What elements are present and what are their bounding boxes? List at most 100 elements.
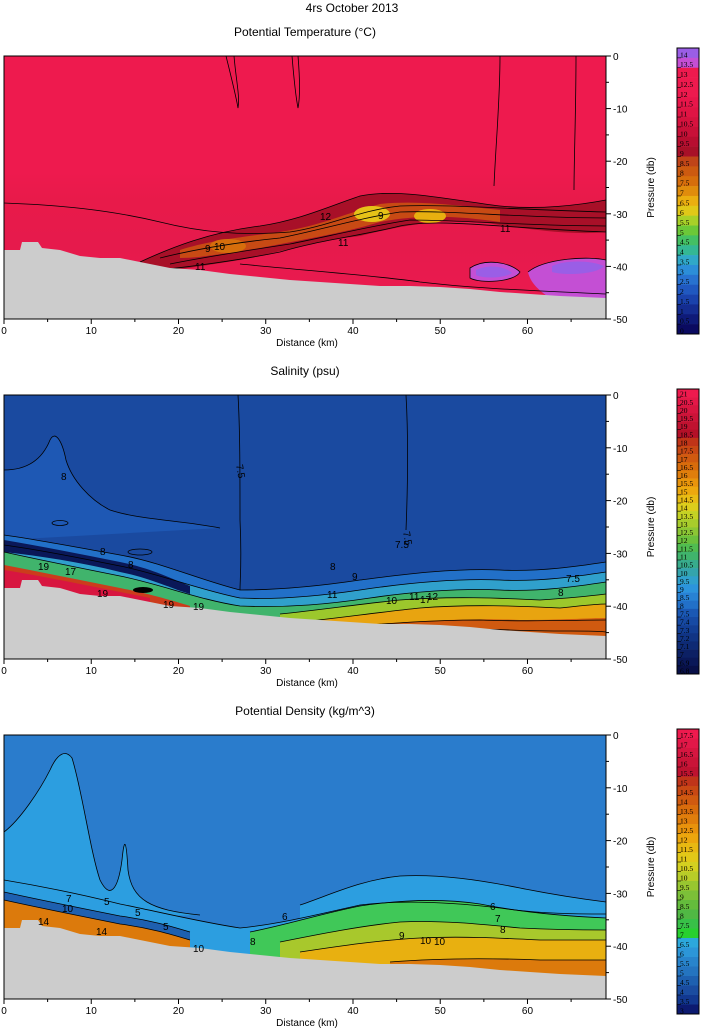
colorbar-label: 12 (680, 90, 688, 99)
colorbar-label: 7.5 (680, 921, 690, 930)
colorbar-label: 10 (680, 874, 688, 883)
colorbar-swatch (677, 584, 699, 593)
colorbar-swatch (677, 543, 699, 553)
colorbar-swatch (677, 900, 699, 910)
colorbar-swatch (677, 274, 699, 285)
colorbar-label: 12 (680, 836, 688, 845)
colorbar-label: 8 (680, 169, 684, 178)
colorbar-label: 6.5 (680, 940, 690, 949)
contour-label: 17 (420, 595, 432, 606)
colorbar-label: 15 (680, 487, 688, 496)
contour-label: 9 (378, 211, 384, 222)
seabed-mask (4, 580, 606, 659)
colorbar-label: 9.5 (680, 577, 690, 586)
colorbar-swatch (677, 126, 699, 138)
colorbar-swatch (677, 995, 699, 1005)
contour-lines (4, 56, 606, 295)
x-tick-label: 0 (1, 1006, 7, 1017)
colorbar-swatch (677, 786, 699, 796)
colorbar-swatch (677, 568, 699, 577)
colorbar-label: 1.5 (680, 297, 690, 306)
contour-label: 8 (61, 472, 67, 483)
contour-label: 14 (96, 927, 108, 938)
colorbar-swatch (677, 156, 699, 167)
contour-label: 17 (65, 567, 77, 578)
seabed-mask (4, 920, 606, 999)
colorbar-swatch (677, 617, 699, 626)
colorbar-label: 18 (680, 439, 688, 448)
colorbar-swatch (677, 486, 699, 496)
colorbar-swatch (677, 519, 699, 528)
colorbar-swatch (677, 389, 699, 398)
colorbar-label: 17.5 (680, 731, 693, 740)
y-tick-label: -50 (613, 315, 628, 326)
colorbar-label: 14 (680, 504, 688, 513)
colorbar-label: 19 (680, 422, 688, 431)
colorbar-label: 12.5 (680, 528, 693, 537)
colorbar-label: 10.5 (680, 864, 693, 873)
colorbar: 1413.51312.51211.51110.5109.598.587.576.… (676, 47, 700, 336)
x-tick-label: 60 (522, 666, 534, 677)
y-tick-label: -50 (613, 995, 628, 1006)
x-tick-label: 40 (347, 1006, 359, 1017)
colorbar-label: 13 (680, 70, 688, 79)
y-tick-label: -10 (613, 105, 628, 116)
contour-label: 9 (205, 244, 211, 255)
y-tick-label: -30 (613, 210, 628, 221)
colorbar-swatch (677, 397, 699, 406)
colorbar-swatch (677, 909, 699, 920)
y-tick-label: -40 (613, 262, 628, 273)
x-tick-label: 60 (522, 326, 534, 337)
colorbar-swatch (677, 957, 699, 967)
colorbar-swatch (677, 1004, 699, 1015)
colorbar: 17.51716.51615.51514.51413.51312.51211.5… (676, 728, 700, 1016)
colorbar-label: 11.5 (680, 845, 693, 854)
colorbar-label: 18.5 (680, 430, 693, 439)
colorbar-swatch (677, 67, 699, 78)
colorbar-swatch (677, 665, 699, 675)
x-tick-label: 20 (173, 666, 185, 677)
colorbar-swatch (677, 245, 699, 256)
panel-title: Salinity (psu) (270, 364, 339, 378)
warm-pocket (354, 206, 390, 222)
y-tick-label: -10 (613, 784, 628, 795)
colorbar-label: 11 (680, 110, 687, 119)
colorbar-swatch (677, 738, 699, 749)
x-tick-label: 40 (347, 666, 359, 677)
contour-label: 19 (38, 562, 50, 573)
colorbar-swatch (677, 947, 699, 958)
contour-label: 7.5 (400, 531, 413, 547)
colorbar-swatch (677, 976, 699, 986)
colorbar-label: 20 (680, 406, 688, 415)
figure-title: 4rs October 2013 (306, 1, 399, 15)
contour-labels: 9 10 11 11 12 9 11 (195, 211, 511, 273)
contour-label: 10 (434, 937, 446, 948)
colorbar-swatch (677, 324, 699, 335)
colorbar-label: 3 (680, 267, 684, 276)
colorbar-label: 14.5 (680, 496, 693, 505)
colorbar-label: 17.5 (680, 447, 693, 456)
colorbar-swatch (677, 437, 699, 447)
colorbar-label: 3 (680, 1007, 684, 1016)
contour-label: 9 (352, 572, 358, 583)
contour-lines (4, 753, 606, 963)
temperature-panel: Potential Temperature (°C) (4, 25, 606, 319)
y-axis-label: Pressure (db) (646, 837, 657, 898)
contour-label: 7.5 (395, 540, 409, 551)
contour-label: 5 (135, 908, 141, 919)
y-tick-label: -30 (613, 889, 628, 900)
cool-patch (476, 266, 512, 278)
colorbar-label: 5 (680, 969, 684, 978)
colorbar-label: 3.5 (680, 997, 690, 1006)
colorbar: 2120.52019.51918.51817.51716.51615.51514… (676, 388, 700, 676)
colorbar-label: 10.5 (680, 119, 693, 128)
colorbar-label: 9.5 (680, 883, 690, 892)
colorbar-label: 9 (680, 149, 684, 158)
frontal-eddy (133, 587, 153, 593)
colorbar-swatch (677, 919, 699, 929)
colorbar-swatch (677, 535, 699, 545)
colorbar-label: 3.5 (680, 257, 690, 266)
colorbar-swatch (677, 205, 699, 216)
colorbar-swatch (677, 294, 699, 305)
x-tick-label: 10 (86, 1006, 98, 1017)
